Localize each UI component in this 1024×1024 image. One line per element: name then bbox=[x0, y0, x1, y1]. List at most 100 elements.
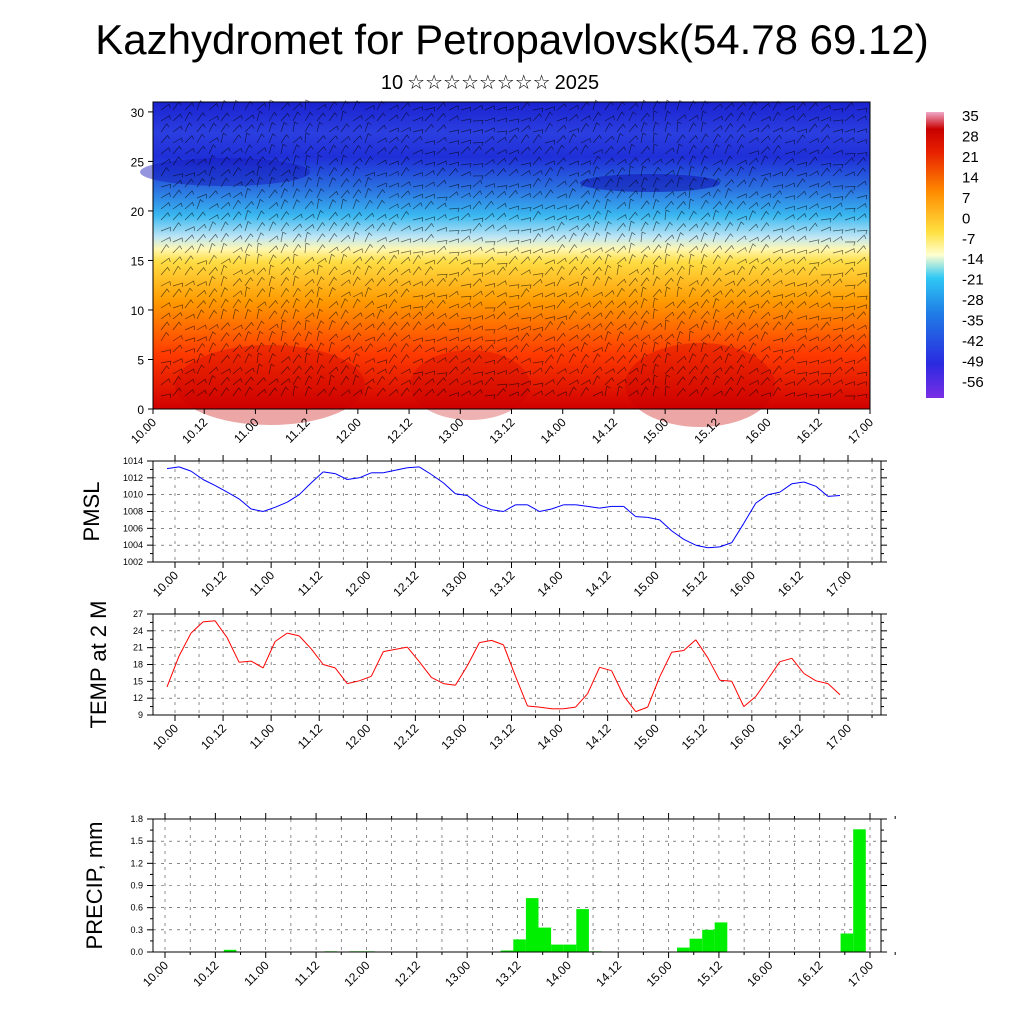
wind-barb bbox=[244, 243, 253, 254]
wind-barb bbox=[508, 327, 520, 332]
wind-barb bbox=[364, 343, 374, 353]
wind-barb bbox=[616, 366, 627, 375]
wind-barb bbox=[472, 217, 484, 223]
wind-barb bbox=[196, 145, 206, 155]
precip-chart: 0.00.30.60.91.21.51.810.00 10.12 11.00 11.1… bbox=[82, 813, 896, 989]
wind-barb bbox=[808, 137, 819, 144]
wind-barb bbox=[580, 275, 588, 287]
line-segment bbox=[214, 620, 228, 638]
wind-barb bbox=[772, 279, 783, 287]
wind-barb bbox=[436, 213, 447, 221]
wind-barb bbox=[640, 267, 651, 276]
line-segment bbox=[286, 494, 300, 503]
wind-barb bbox=[760, 102, 771, 111]
line-segment bbox=[491, 509, 504, 512]
wind-barb bbox=[760, 202, 771, 210]
wind-barb bbox=[676, 155, 685, 166]
wind-barb bbox=[664, 366, 675, 375]
wind-barb bbox=[460, 267, 471, 276]
wind-barb bbox=[268, 299, 278, 309]
wind-barb bbox=[616, 342, 626, 353]
wind-barb bbox=[400, 202, 411, 210]
x-tick-label: 15.00 bbox=[644, 958, 675, 989]
wind-barb bbox=[472, 325, 483, 331]
wind-barb bbox=[256, 276, 265, 287]
wind-barb bbox=[508, 214, 519, 221]
wind-barb bbox=[748, 367, 759, 375]
x-tick-label: 14.00 bbox=[535, 568, 566, 599]
wind-barb bbox=[328, 167, 338, 177]
wind-barb bbox=[832, 258, 843, 265]
wind-barb bbox=[808, 156, 818, 166]
wind-barb bbox=[556, 205, 567, 210]
x-tick-label: 14.12 bbox=[583, 721, 614, 752]
wind-barb bbox=[772, 268, 783, 276]
wind-barb bbox=[388, 376, 398, 386]
wind-barb bbox=[736, 322, 747, 331]
wind-barb bbox=[688, 264, 694, 276]
wind-barb bbox=[472, 175, 484, 180]
wind-barb bbox=[496, 266, 506, 276]
wind-barb bbox=[496, 202, 507, 210]
wind-barb bbox=[496, 263, 508, 268]
wind-barb bbox=[280, 143, 287, 155]
wind-barb bbox=[448, 355, 459, 364]
wind-barb bbox=[208, 288, 218, 298]
wind-barb bbox=[328, 374, 335, 386]
wind-barb bbox=[352, 265, 361, 276]
wind-barb bbox=[352, 322, 363, 331]
wind-barb bbox=[544, 354, 554, 364]
wind-barb bbox=[700, 100, 709, 111]
line-segment bbox=[310, 471, 324, 484]
wind-barb bbox=[184, 389, 195, 397]
wind-barb bbox=[760, 311, 771, 320]
line-segment bbox=[323, 471, 336, 475]
wind-barb bbox=[304, 145, 314, 155]
wind-barb bbox=[172, 156, 182, 166]
x-tick-label: 10.00 bbox=[128, 415, 159, 446]
wind-barb bbox=[424, 323, 435, 331]
wind-barb bbox=[196, 158, 207, 166]
line-segment bbox=[334, 667, 348, 684]
x-tick-label: 11.00 bbox=[241, 958, 272, 989]
wind-barb bbox=[628, 102, 639, 111]
wind-barb bbox=[640, 386, 649, 397]
wind-barb bbox=[256, 122, 265, 133]
wind-barb bbox=[280, 112, 290, 122]
wind-barb bbox=[796, 205, 807, 210]
wind-barb bbox=[328, 211, 338, 221]
wind-barb bbox=[184, 325, 195, 331]
wind-barb bbox=[352, 199, 360, 210]
wind-barb bbox=[820, 104, 831, 111]
line-segment bbox=[503, 644, 516, 677]
wind-barb bbox=[244, 331, 252, 342]
wind-barb bbox=[700, 110, 707, 122]
wind-barb bbox=[436, 202, 447, 210]
line-segment bbox=[779, 483, 793, 493]
wind-barb bbox=[316, 320, 325, 331]
wind-barb bbox=[328, 386, 337, 397]
wind-barb bbox=[268, 157, 279, 166]
wind-barb bbox=[592, 111, 601, 122]
wind-barb bbox=[784, 195, 796, 200]
wind-barb bbox=[772, 235, 783, 243]
wind-barb bbox=[820, 180, 831, 188]
wind-barb bbox=[688, 245, 699, 254]
wind-barb bbox=[676, 310, 686, 320]
wind-barb bbox=[568, 179, 579, 188]
wind-barb bbox=[736, 331, 744, 342]
wind-barb bbox=[736, 179, 747, 188]
wind-barb bbox=[844, 343, 854, 353]
wind-barb bbox=[772, 294, 784, 299]
wind-barb bbox=[664, 242, 671, 254]
wind-barb bbox=[592, 232, 601, 243]
wind-barb bbox=[688, 353, 697, 364]
wind-barb bbox=[592, 276, 601, 287]
wind-barb bbox=[652, 354, 662, 364]
wind-barb bbox=[508, 344, 519, 353]
wind-barb bbox=[712, 277, 722, 287]
wind-barb bbox=[436, 347, 447, 353]
wind-barb bbox=[580, 323, 591, 331]
wind-barb bbox=[316, 330, 323, 342]
wind-barb bbox=[208, 323, 219, 331]
